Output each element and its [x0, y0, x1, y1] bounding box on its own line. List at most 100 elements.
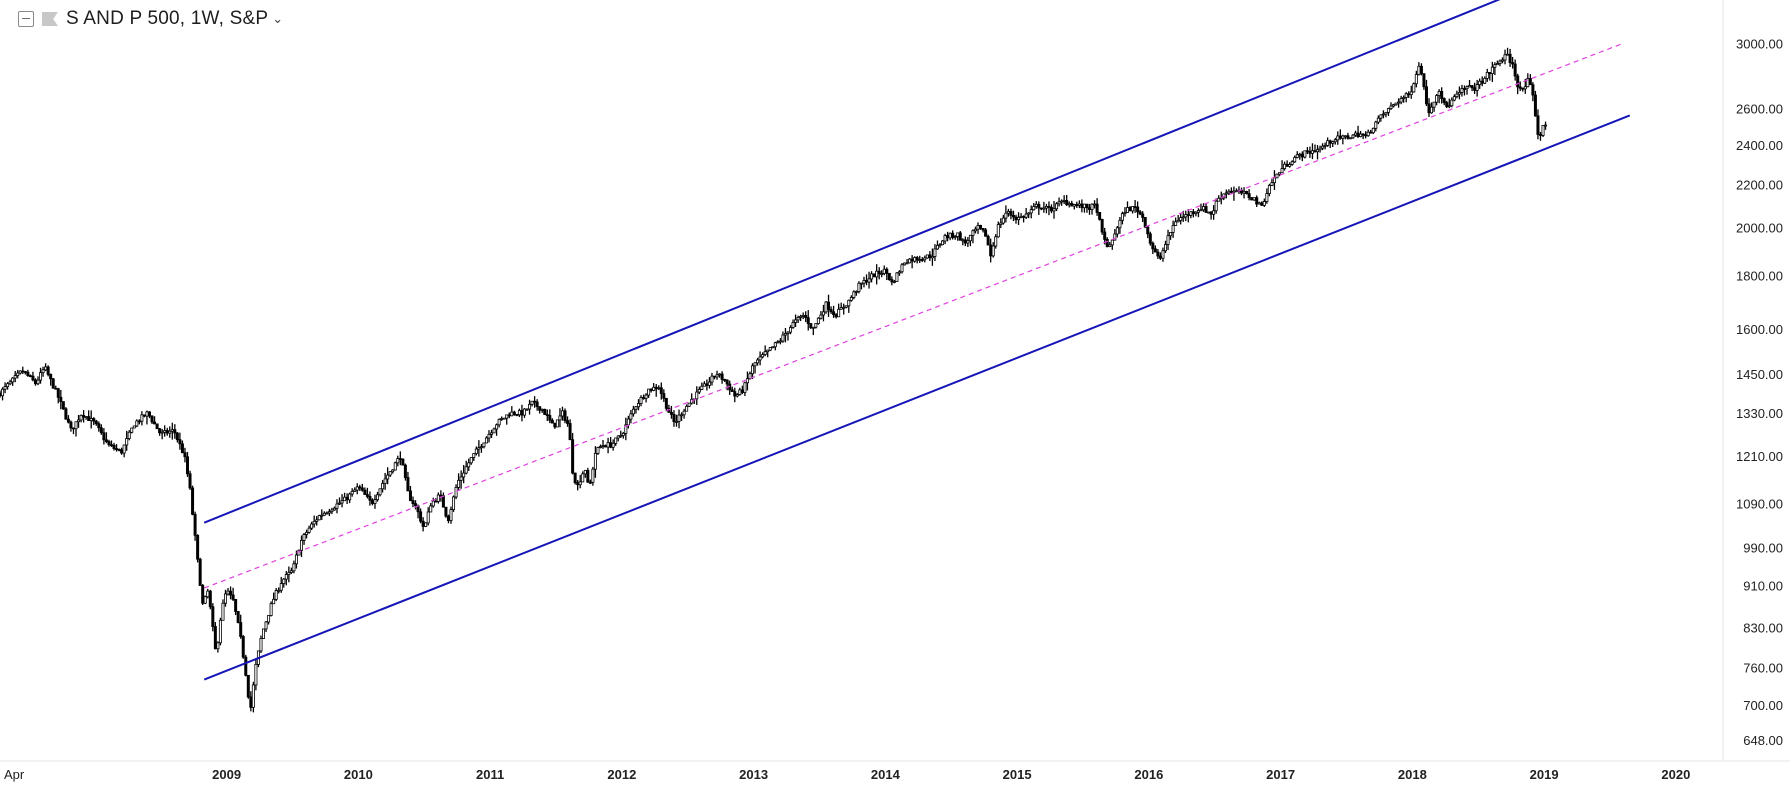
- candle-body: [771, 346, 775, 349]
- candle-body: [1506, 53, 1510, 56]
- candle-body: [662, 393, 666, 399]
- flag-icon[interactable]: [42, 12, 58, 26]
- candle-body: [1131, 206, 1135, 212]
- candle-body: [1163, 244, 1167, 252]
- candle-body: [905, 262, 909, 265]
- candle-body: [120, 449, 124, 454]
- candle-body: [196, 534, 200, 560]
- candle-body: [1017, 217, 1021, 221]
- candle-body: [1470, 85, 1474, 89]
- candle-body: [54, 387, 58, 390]
- candle-body: [408, 490, 412, 501]
- candle-body: [642, 397, 646, 399]
- candle-body: [178, 439, 182, 445]
- candle-body: [284, 574, 288, 580]
- candle-body: [1283, 163, 1287, 170]
- candle-body: [913, 257, 917, 262]
- time-tick-label: 2016: [1134, 767, 1163, 782]
- candle-body: [1047, 206, 1051, 208]
- candle-body: [522, 408, 526, 416]
- candle-body: [710, 375, 714, 383]
- price-tick-label: 1600.00: [1736, 322, 1783, 337]
- candle-body: [839, 307, 843, 310]
- candle-body: [1369, 131, 1373, 134]
- candle-body: [558, 415, 562, 421]
- candle-body: [1123, 212, 1127, 215]
- candle-body: [51, 378, 55, 389]
- candle-body: [1146, 226, 1150, 235]
- candle-body: [8, 381, 12, 385]
- candle-body: [796, 317, 800, 321]
- trendlines-layer: [203, 0, 1631, 681]
- candle-body: [1536, 115, 1540, 135]
- candle-body: [1019, 215, 1023, 218]
- price-tick-label: 648.00: [1743, 733, 1783, 748]
- price-tick-label: 990.00: [1743, 540, 1783, 555]
- symbol-title[interactable]: S AND P 500, 1W, S&P: [66, 8, 269, 29]
- candle-body: [396, 458, 400, 464]
- candle-body: [117, 448, 121, 451]
- candle-body: [1397, 101, 1401, 104]
- candle-body: [322, 512, 326, 516]
- candle-body: [1098, 212, 1102, 220]
- candle-body: [28, 375, 32, 377]
- candle-body: [115, 448, 119, 450]
- candle-body: [198, 558, 202, 586]
- candle-body: [991, 245, 995, 257]
- candle-body: [966, 240, 970, 244]
- candle-body: [1103, 231, 1107, 240]
- candle-body: [1321, 145, 1325, 149]
- price-tick-label: 1090.00: [1736, 497, 1783, 512]
- candle-body: [191, 487, 195, 515]
- candle-body: [674, 420, 678, 423]
- candle-body: [685, 405, 689, 412]
- candle-body: [23, 371, 27, 373]
- candle-body: [365, 494, 369, 497]
- time-axis: Apr 2009 2010 2011 2012 2013 2014 2015 2016 2017 2…: [0, 760, 1790, 782]
- chevron-down-icon[interactable]: ⌄: [272, 11, 284, 26]
- candle-body: [211, 606, 215, 627]
- candle-body: [464, 466, 468, 474]
- candle-body: [763, 351, 767, 355]
- price-tick-label: 1210.00: [1736, 449, 1783, 464]
- candle-body: [1105, 239, 1109, 248]
- candle-body: [1480, 80, 1484, 84]
- candle-body: [39, 372, 43, 381]
- candle-body: [1518, 86, 1522, 89]
- candle-body: [180, 443, 184, 454]
- candle-body: [743, 382, 747, 393]
- candle-body: [583, 470, 587, 475]
- candle-body: [1060, 200, 1064, 203]
- candle-body: [510, 411, 514, 417]
- candle-body: [168, 430, 172, 434]
- candle-body: [6, 383, 10, 387]
- candle-body: [576, 482, 580, 486]
- candle-body: [730, 389, 734, 392]
- collapse-minus-icon[interactable]: [18, 11, 34, 27]
- candle-body: [827, 301, 831, 310]
- candle-body: [555, 419, 559, 428]
- candle-body: [923, 257, 927, 261]
- candle-body: [852, 291, 856, 298]
- candle-body: [1427, 103, 1431, 114]
- candle-body: [1285, 163, 1289, 167]
- candle-body: [604, 445, 608, 448]
- candle-body: [484, 437, 488, 444]
- candle-body: [1072, 204, 1076, 207]
- candle-body: [1379, 114, 1383, 119]
- candle-body: [315, 519, 319, 522]
- candle-body: [657, 387, 661, 390]
- candle-body: [140, 414, 144, 422]
- candle-body: [3, 386, 7, 390]
- candle-body: [82, 414, 86, 418]
- candle-body: [528, 403, 532, 410]
- candle-body: [454, 487, 458, 498]
- candle-body: [824, 301, 828, 313]
- candle-body: [388, 471, 392, 476]
- candle-body: [11, 377, 15, 383]
- candle-body: [1257, 202, 1261, 205]
- candle-body: [221, 602, 225, 621]
- candle-body: [294, 554, 298, 565]
